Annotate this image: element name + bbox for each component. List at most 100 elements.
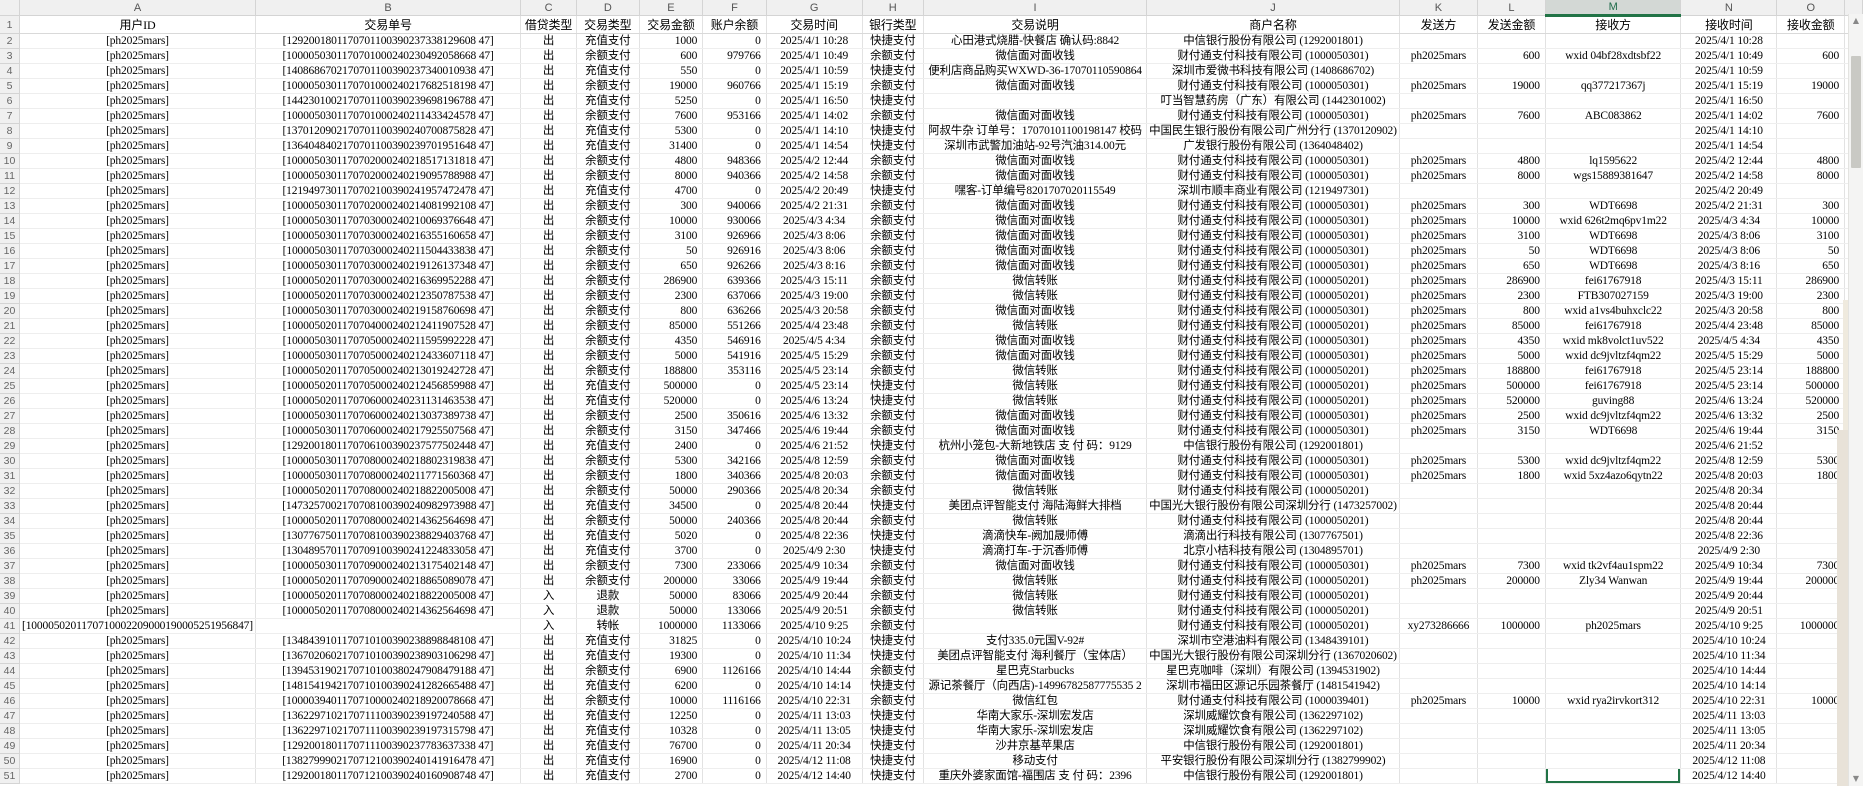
data-cell[interactable]: 0 [702, 378, 767, 394]
data-cell[interactable]: 出 [520, 123, 577, 139]
data-cell[interactable]: [1481541942170710100390241282665488 47] [255, 678, 522, 694]
data-cell[interactable] [1399, 768, 1479, 784]
data-cell[interactable]: 500000 [639, 378, 704, 394]
data-cell[interactable]: 83066 [702, 588, 767, 604]
data-cell[interactable]: ph2025mars [1399, 243, 1479, 259]
data-cell[interactable]: [ph2025mars] [19, 453, 256, 469]
row-header[interactable]: 23 [0, 348, 21, 364]
data-cell[interactable]: [1000050201170703000240216369952288 47] [255, 273, 522, 289]
data-cell[interactable] [1399, 708, 1479, 724]
data-cell[interactable]: 4350 [1477, 333, 1546, 349]
data-cell[interactable] [1545, 723, 1682, 739]
row-header[interactable]: 45 [0, 678, 21, 694]
data-cell[interactable]: 926916 [702, 243, 767, 259]
data-cell[interactable]: 财付通支付科技有限公司 (1000050201) [1146, 588, 1400, 604]
data-cell[interactable]: [1473257002170708100390240982973988 47] [255, 498, 522, 514]
data-cell[interactable]: 出 [520, 153, 577, 169]
table-row[interactable]: 32 [ph2025mars] [1000050201170708000240218… [0, 483, 1863, 499]
data-cell[interactable]: 350616 [702, 408, 767, 424]
row-header[interactable]: 8 [0, 123, 21, 139]
data-cell[interactable]: 290366 [702, 483, 767, 499]
data-cell[interactable]: [ph2025mars] [19, 78, 256, 94]
data-cell[interactable]: 50 [1776, 243, 1846, 259]
data-cell[interactable]: 300 [639, 198, 704, 214]
data-cell[interactable]: [1000050301170703000240210069376648 47] [255, 213, 522, 229]
column-header-N[interactable]: N [1680, 0, 1778, 16]
data-cell[interactable]: 余额支付 [576, 483, 640, 499]
data-cell[interactable]: 10000 [639, 693, 704, 709]
data-cell[interactable]: 637066 [702, 288, 767, 304]
data-cell[interactable]: 余额支付 [862, 603, 924, 619]
data-cell[interactable]: 快捷支付 [862, 753, 924, 769]
data-cell[interactable]: 余额支付 [862, 693, 924, 709]
table-row[interactable]: 2 [ph2025mars] [12920018011707011003902373… [0, 33, 1863, 49]
data-cell[interactable]: ph2025mars [1399, 48, 1479, 64]
data-cell[interactable]: 深圳市空港油料有限公司 (1348439101) [1146, 633, 1400, 649]
data-cell[interactable]: 0 [702, 738, 767, 754]
data-cell[interactable]: 余额支付 [862, 318, 924, 334]
data-cell[interactable]: [1000050301170708000240218802319838 47] [255, 453, 522, 469]
data-cell[interactable]: 1000000 [1776, 618, 1846, 634]
column-title-cell[interactable]: 交易单号 [255, 15, 522, 34]
data-cell[interactable] [1776, 33, 1846, 49]
row-header[interactable]: 3 [0, 48, 21, 64]
data-cell[interactable]: [ph2025mars] [19, 483, 256, 499]
row-header[interactable]: 26 [0, 393, 21, 409]
data-cell[interactable]: 639366 [702, 273, 767, 289]
data-cell[interactable]: 2025/4/12 11:08 [1680, 753, 1778, 769]
data-cell[interactable]: 微信转账 [923, 378, 1148, 394]
data-cell[interactable]: ph2025mars [1399, 573, 1479, 589]
data-cell[interactable]: 余额支付 [862, 558, 924, 574]
data-cell[interactable]: wxid mk8volct1uv522 [1545, 333, 1682, 349]
data-cell[interactable]: 0 [702, 528, 767, 544]
data-cell[interactable] [1545, 63, 1682, 79]
data-cell[interactable] [1399, 483, 1479, 499]
data-cell[interactable] [1399, 543, 1479, 559]
data-cell[interactable]: 1116166 [702, 693, 767, 709]
data-cell[interactable]: [1292001801170711100390237783637338 47] [255, 738, 522, 754]
data-cell[interactable]: 出 [520, 468, 577, 484]
data-cell[interactable]: 出 [520, 108, 577, 124]
data-cell[interactable]: 余额支付 [576, 513, 640, 529]
data-cell[interactable]: [1000050301170703000240216355160658 47] [255, 228, 522, 244]
data-cell[interactable]: 美团点评智能支付 海陆海鲜大排档 [923, 498, 1148, 514]
data-cell[interactable]: 充值支付 [576, 498, 640, 514]
data-cell[interactable]: 2025/4/11 13:05 [1680, 723, 1778, 739]
data-cell[interactable] [1477, 768, 1546, 784]
data-cell[interactable]: Zly34 Wanwan [1545, 573, 1682, 589]
data-cell[interactable]: 微信转账 [923, 318, 1148, 334]
data-cell[interactable]: 余额支付 [576, 318, 640, 334]
data-cell[interactable]: 财付通支付科技有限公司 (1000050201) [1146, 393, 1400, 409]
data-cell[interactable]: 中信银行股份有限公司 (1292001801) [1146, 33, 1400, 49]
data-cell[interactable]: 财付通支付科技有限公司 (1000050301) [1146, 48, 1400, 64]
table-row[interactable]: 10 [ph2025mars] [1000050301170702000240218… [0, 153, 1863, 169]
data-cell[interactable]: [1000050301170705000240211595992228 47] [255, 333, 522, 349]
data-cell[interactable]: 541916 [702, 348, 767, 364]
data-cell[interactable]: 2025/4/2 21:31 [766, 198, 863, 214]
data-cell[interactable]: 出 [520, 198, 577, 214]
data-cell[interactable]: 0 [702, 93, 767, 109]
data-cell[interactable]: 星巴克咖啡（深圳）有限公司 (1394531902) [1146, 663, 1400, 679]
data-cell[interactable]: 5300 [1477, 453, 1546, 469]
data-cell[interactable] [1399, 603, 1479, 619]
data-cell[interactable]: 快捷支付 [862, 123, 924, 139]
row-header[interactable]: 7 [0, 108, 21, 124]
data-cell[interactable]: 4800 [1477, 153, 1546, 169]
data-cell[interactable]: 财付通支付科技有限公司 (1000050201) [1146, 513, 1400, 529]
data-cell[interactable]: 快捷支付 [862, 438, 924, 454]
data-cell[interactable]: 550 [639, 63, 704, 79]
data-cell[interactable]: 出 [520, 498, 577, 514]
data-cell[interactable]: 财付通支付科技有限公司 (1000050301) [1146, 558, 1400, 574]
row-header[interactable]: 46 [0, 693, 21, 709]
data-cell[interactable]: 沙井京基苹果店 [923, 738, 1148, 754]
data-cell[interactable]: 财付通支付科技有限公司 (1000050301) [1146, 348, 1400, 364]
data-cell[interactable] [1776, 738, 1846, 754]
data-cell[interactable]: 出 [520, 753, 577, 769]
table-row[interactable]: 48 [ph2025mars] [1362297102170711100390239… [0, 723, 1863, 739]
data-cell[interactable]: wxid a1vs4buhxclc22 [1545, 303, 1682, 319]
data-cell[interactable]: 2025/4/3 8:06 [1680, 228, 1778, 244]
data-cell[interactable]: 300 [1776, 198, 1846, 214]
table-row[interactable]: 35 [ph2025mars] [1307767501170708100390238… [0, 528, 1863, 544]
data-cell[interactable]: 2025/4/5 15:29 [766, 348, 863, 364]
table-row[interactable]: 47 [ph2025mars] [1362297102170711100390239… [0, 708, 1863, 724]
